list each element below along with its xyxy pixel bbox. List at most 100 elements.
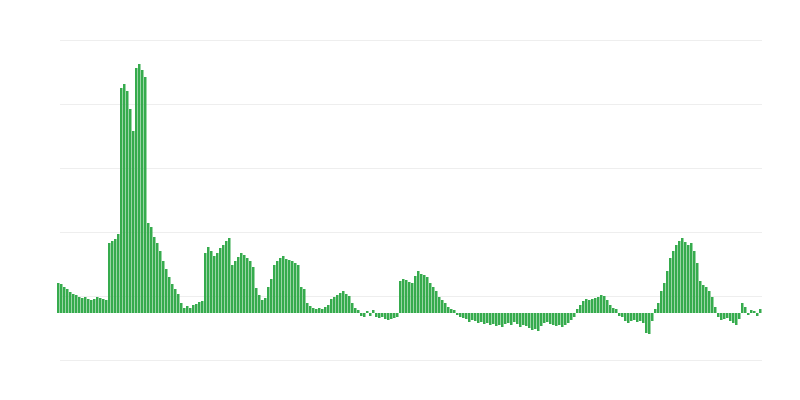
bar[interactable]	[489, 313, 492, 325]
bar[interactable]	[213, 256, 216, 313]
bar[interactable]	[564, 313, 567, 325]
bar[interactable]	[510, 313, 513, 325]
bar[interactable]	[750, 310, 753, 313]
bar[interactable]	[216, 253, 219, 313]
bar[interactable]	[90, 300, 93, 313]
bar[interactable]	[576, 309, 579, 313]
bar[interactable]	[240, 253, 243, 313]
bar[interactable]	[75, 295, 78, 313]
bar[interactable]	[492, 313, 495, 324]
bar[interactable]	[480, 313, 483, 322]
bar[interactable]	[93, 299, 96, 313]
bar[interactable]	[504, 313, 507, 324]
bar[interactable]	[519, 313, 522, 327]
bar[interactable]	[336, 295, 339, 313]
bar[interactable]	[429, 283, 432, 313]
bar[interactable]	[561, 313, 564, 327]
bar[interactable]	[123, 84, 126, 313]
bar[interactable]	[207, 247, 210, 313]
bar[interactable]	[696, 263, 699, 313]
bar[interactable]	[570, 313, 573, 320]
bar[interactable]	[447, 307, 450, 313]
bar[interactable]	[600, 295, 603, 313]
bar[interactable]	[693, 251, 696, 313]
bar[interactable]	[420, 274, 423, 313]
bar[interactable]	[267, 287, 270, 313]
bar[interactable]	[387, 313, 390, 320]
bar[interactable]	[144, 77, 147, 313]
bar[interactable]	[591, 299, 594, 313]
bar[interactable]	[288, 260, 291, 313]
bar[interactable]	[300, 287, 303, 313]
bar[interactable]	[471, 313, 474, 320]
bar[interactable]	[171, 284, 174, 313]
bar[interactable]	[258, 295, 261, 313]
bar[interactable]	[114, 239, 117, 313]
bar[interactable]	[246, 258, 249, 313]
bar[interactable]	[549, 313, 552, 324]
bar[interactable]	[192, 305, 195, 313]
bar[interactable]	[621, 313, 624, 317]
bar[interactable]	[243, 255, 246, 313]
bar[interactable]	[189, 308, 192, 313]
bar[interactable]	[393, 313, 396, 318]
bar[interactable]	[759, 309, 762, 313]
bar[interactable]	[540, 313, 543, 326]
bar[interactable]	[291, 261, 294, 313]
bar[interactable]	[183, 308, 186, 313]
bar[interactable]	[660, 291, 663, 313]
bar[interactable]	[726, 313, 729, 318]
bar[interactable]	[495, 313, 498, 326]
bar[interactable]	[414, 276, 417, 313]
bar[interactable]	[168, 277, 171, 313]
bar[interactable]	[438, 297, 441, 313]
bar[interactable]	[630, 313, 633, 321]
bar[interactable]	[585, 299, 588, 313]
bar[interactable]	[456, 313, 459, 315]
bar[interactable]	[573, 313, 576, 317]
bar[interactable]	[714, 307, 717, 313]
bar[interactable]	[465, 313, 468, 319]
bar[interactable]	[312, 308, 315, 313]
bar[interactable]	[666, 271, 669, 313]
bar[interactable]	[69, 292, 72, 313]
bar[interactable]	[150, 227, 153, 313]
bar[interactable]	[558, 313, 561, 325]
bar[interactable]	[210, 251, 213, 313]
bar[interactable]	[537, 313, 540, 331]
bar[interactable]	[81, 298, 84, 313]
bar[interactable]	[219, 248, 222, 313]
bar[interactable]	[282, 256, 285, 313]
bar[interactable]	[147, 223, 150, 313]
bar[interactable]	[222, 245, 225, 313]
bar[interactable]	[723, 313, 726, 319]
bar[interactable]	[294, 263, 297, 313]
bar[interactable]	[117, 234, 120, 313]
bar[interactable]	[522, 313, 525, 325]
bar[interactable]	[348, 296, 351, 313]
bar[interactable]	[372, 310, 375, 313]
bar[interactable]	[507, 313, 510, 323]
bar[interactable]	[99, 298, 102, 313]
bar[interactable]	[195, 304, 198, 313]
bar[interactable]	[543, 313, 546, 323]
bar[interactable]	[483, 313, 486, 324]
bar[interactable]	[315, 309, 318, 313]
bar[interactable]	[588, 300, 591, 313]
bar[interactable]	[690, 243, 693, 313]
bar[interactable]	[705, 287, 708, 313]
bar[interactable]	[390, 313, 393, 319]
bar[interactable]	[603, 296, 606, 313]
bar[interactable]	[318, 308, 321, 313]
bar[interactable]	[402, 279, 405, 313]
bar[interactable]	[351, 303, 354, 313]
bar[interactable]	[720, 313, 723, 320]
bar[interactable]	[156, 243, 159, 313]
bar[interactable]	[204, 253, 207, 313]
bar[interactable]	[579, 305, 582, 313]
bar[interactable]	[408, 282, 411, 313]
bar[interactable]	[525, 313, 528, 326]
bar[interactable]	[78, 297, 81, 313]
bar[interactable]	[627, 313, 630, 323]
bar[interactable]	[453, 310, 456, 313]
